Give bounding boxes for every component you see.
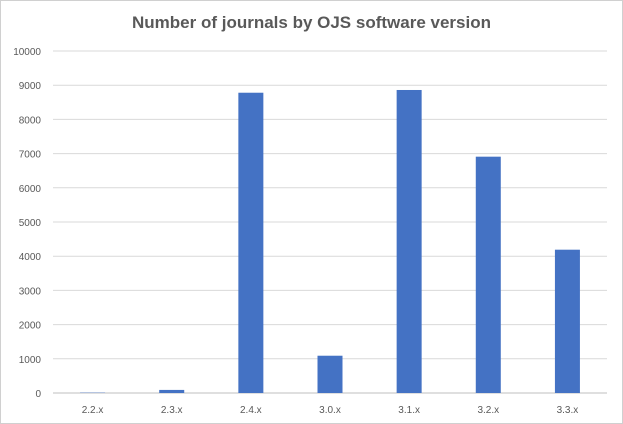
y-tick-label: 3000 [19,286,42,297]
bar-3.0.x [317,355,343,393]
bar-3.1.x [396,89,422,393]
y-tick-label: 5000 [19,218,42,229]
gridlines [53,50,607,394]
y-axis-ticks: 0 1000 2000 3000 4000 5000 6000 7000 8000 9000 100… [13,47,41,400]
y-tick-label: 0 [35,389,41,400]
x-tick-label: 3.3.x [557,405,579,416]
x-tick-label: 2.3.x [161,405,183,416]
y-tick-label: 6000 [19,184,42,195]
bar-3.3.x [554,249,580,393]
bar-2.3.x [159,389,185,393]
chart-title: Number of journals by OJS software versi… [132,13,491,32]
bar-2.4.x [238,92,264,393]
y-tick-label: 4000 [19,252,42,263]
x-tick-label: 2.4.x [240,405,262,416]
y-tick-label: 10000 [13,47,41,58]
x-tick-label: 3.2.x [477,405,499,416]
y-tick-label: 2000 [19,321,42,332]
bar-3.2.x [475,156,501,393]
y-tick-label: 8000 [19,115,42,126]
y-tick-label: 9000 [19,81,42,92]
y-tick-label: 7000 [19,150,42,161]
y-tick-label: 1000 [19,355,42,366]
x-axis-ticks: 2.2.x 2.3.x 2.4.x 3.0.x 3.1.x 3.2.x 3.3.x [82,405,579,416]
x-tick-label: 3.0.x [319,405,341,416]
bars [80,89,580,393]
x-tick-label: 3.1.x [398,405,420,416]
x-tick-label: 2.2.x [82,405,104,416]
